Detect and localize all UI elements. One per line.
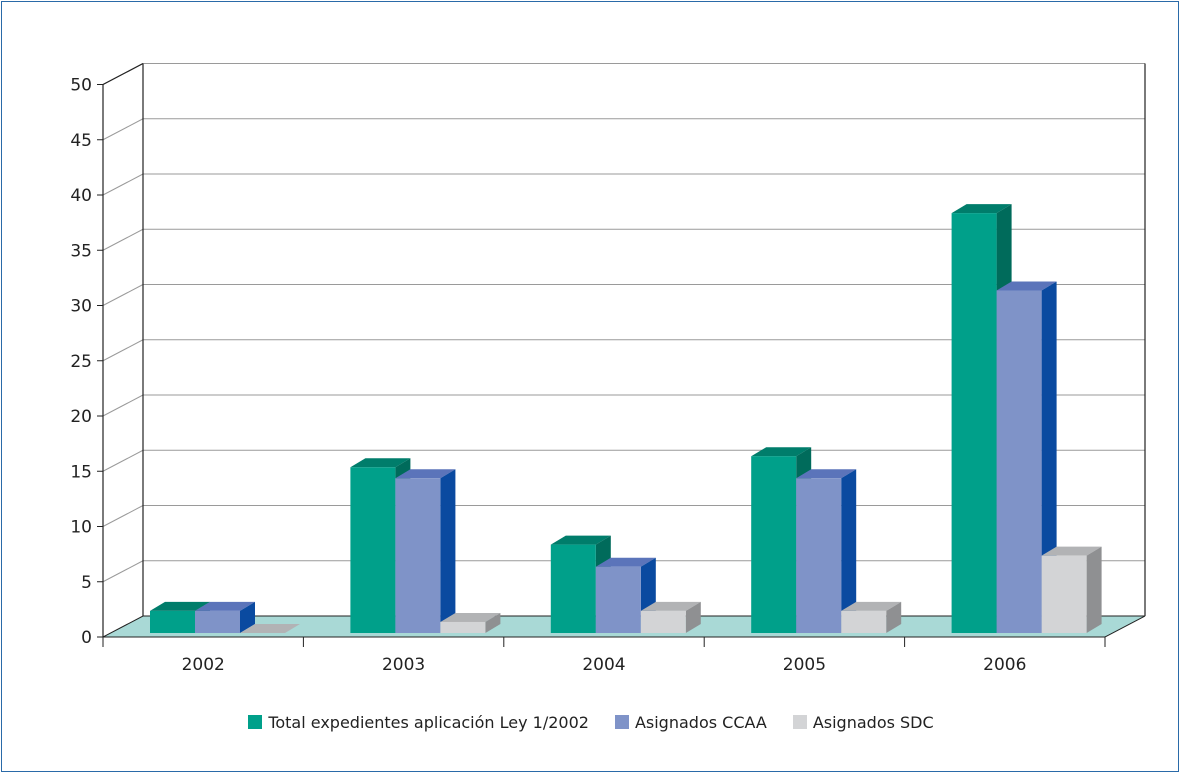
bar-side-face — [440, 469, 456, 633]
bar — [751, 456, 797, 633]
side-gridline — [102, 118, 144, 141]
side-gridline — [102, 284, 144, 306]
bar-top-face — [996, 281, 1057, 291]
side-gridline — [102, 394, 144, 417]
bar — [640, 610, 686, 633]
bar-side-face — [1041, 281, 1057, 633]
legend-item-ccaa: Asignados CCAA — [614, 712, 767, 732]
bar-top-face — [550, 535, 611, 545]
bar — [150, 610, 195, 633]
bar-side-face — [240, 601, 255, 633]
bar — [595, 566, 641, 633]
legend-item-sdc: Asignados SDC — [792, 712, 934, 732]
bar-side-face — [685, 601, 701, 633]
x-tick-label: 2004 — [582, 655, 625, 675]
bar — [1041, 555, 1087, 633]
side-gridline — [102, 173, 144, 196]
y-tick-label: 0 — [81, 628, 92, 648]
y-tick-label: 25 — [70, 352, 92, 372]
bar-top-face — [796, 469, 857, 479]
y-tick-label: 10 — [70, 518, 92, 538]
bar — [350, 467, 396, 633]
x-tick-label: 2003 — [382, 655, 425, 675]
legend-swatch-ccaa — [614, 715, 629, 729]
legend-item-total: Total expedientes aplicación Ley 1/2002 — [248, 713, 589, 732]
y-tick-label: 45 — [70, 131, 92, 151]
bar — [841, 610, 887, 633]
bar — [395, 478, 441, 633]
x-tick-label: 2006 — [983, 655, 1026, 675]
y-tick-label: 40 — [70, 186, 92, 206]
bar-top-face — [440, 612, 501, 622]
y-tick-label: 5 — [81, 573, 92, 593]
bar — [440, 621, 486, 633]
bar-side-face — [886, 601, 902, 633]
bar-top-face — [640, 601, 701, 611]
bar-top-face — [395, 469, 456, 479]
side-gridline — [102, 505, 144, 527]
chart-legend: Total expedientes aplicación Ley 1/2002 … — [0, 708, 1182, 736]
x-tick-label: 2002 — [182, 655, 225, 675]
y-tick-label: 20 — [70, 407, 92, 427]
side-gridline — [102, 560, 144, 583]
y-tick-label: 35 — [70, 241, 92, 261]
bar-side-face — [1086, 546, 1102, 633]
legend-label-sdc: Asignados SDC — [812, 712, 934, 732]
legend-label-ccaa: Asignados CCAA — [634, 712, 767, 732]
bar — [996, 290, 1042, 633]
bar-top-face — [751, 447, 812, 457]
bar-top-face — [951, 204, 1012, 214]
legend-swatch-total — [248, 715, 263, 729]
y-tick-label: 50 — [70, 76, 92, 96]
bar-top-face — [350, 458, 411, 468]
bar-side-face — [485, 612, 501, 633]
bar — [951, 213, 997, 633]
bar — [550, 544, 596, 633]
y-tick-label: 30 — [70, 297, 92, 317]
bar-top-face — [240, 624, 300, 633]
bar — [796, 478, 842, 633]
side-gridline — [102, 339, 144, 362]
side-gridline — [102, 228, 144, 251]
legend-label-total: Total expedientes aplicación Ley 1/2002 — [268, 712, 589, 732]
y-tick-label: 15 — [70, 462, 92, 482]
bar-top-face — [1041, 546, 1102, 556]
bar-top-face — [150, 601, 210, 611]
legend-swatch-sdc — [792, 715, 807, 729]
bar-top-face — [841, 601, 902, 611]
bar-top-face — [595, 557, 656, 567]
y-axis-top-depth — [102, 62, 144, 86]
side-gridline — [102, 449, 144, 472]
bar-side-face — [841, 469, 857, 633]
x-tick-label: 2005 — [783, 655, 826, 675]
bar-top-face — [195, 601, 255, 611]
bar — [195, 610, 240, 633]
